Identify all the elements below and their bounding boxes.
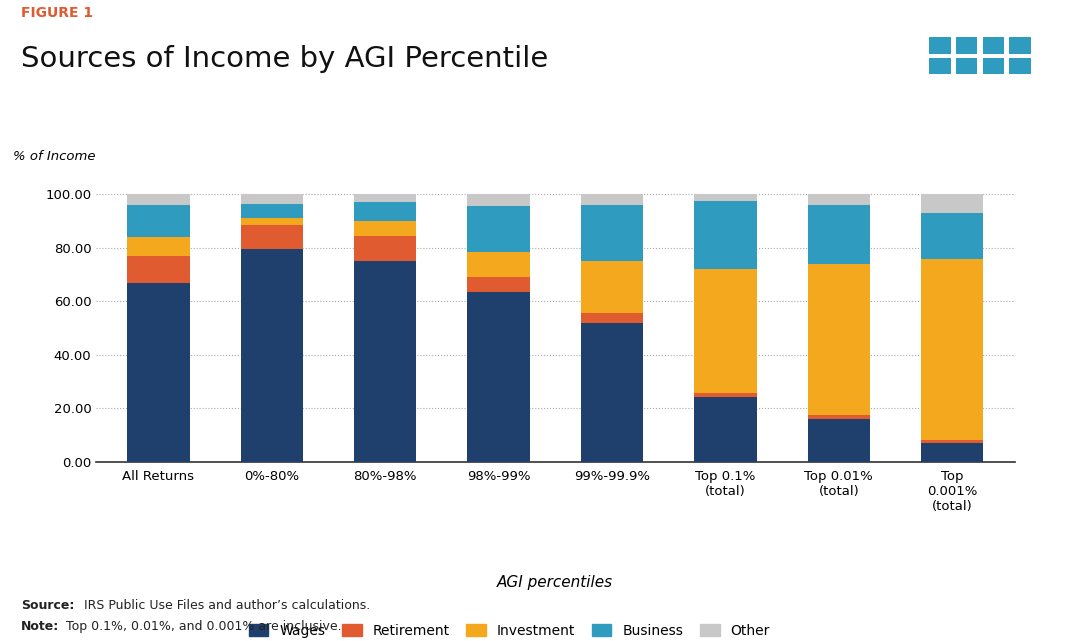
Bar bbox=[921, 443, 984, 462]
Bar bbox=[127, 237, 190, 256]
Bar bbox=[807, 205, 870, 264]
Bar bbox=[694, 194, 756, 201]
Text: FIGURE 1: FIGURE 1 bbox=[21, 6, 94, 21]
Bar bbox=[355, 221, 417, 236]
Bar bbox=[468, 194, 530, 206]
Bar bbox=[127, 283, 190, 462]
Bar bbox=[468, 252, 530, 277]
X-axis label: AGI percentiles: AGI percentiles bbox=[498, 576, 613, 590]
Bar bbox=[581, 262, 643, 313]
FancyBboxPatch shape bbox=[983, 58, 1004, 74]
Bar bbox=[581, 194, 643, 205]
Bar bbox=[694, 394, 756, 397]
Bar bbox=[807, 264, 870, 415]
Bar bbox=[240, 194, 303, 204]
Bar bbox=[921, 194, 984, 213]
FancyBboxPatch shape bbox=[956, 58, 977, 74]
Text: IRS Public Use Files and author’s calculations.: IRS Public Use Files and author’s calcul… bbox=[80, 599, 371, 612]
Bar bbox=[807, 415, 870, 419]
Bar bbox=[694, 269, 756, 394]
Bar bbox=[581, 205, 643, 262]
Text: Sources of Income by AGI Percentile: Sources of Income by AGI Percentile bbox=[21, 45, 549, 73]
Bar bbox=[921, 440, 984, 443]
Bar bbox=[468, 292, 530, 462]
Text: TPC: TPC bbox=[947, 89, 1012, 118]
Text: Top 0.1%, 0.01%, and 0.001% are inclusive.: Top 0.1%, 0.01%, and 0.001% are inclusiv… bbox=[62, 620, 342, 633]
Bar bbox=[468, 206, 530, 252]
Bar bbox=[807, 419, 870, 462]
FancyBboxPatch shape bbox=[929, 58, 951, 74]
Bar bbox=[694, 397, 756, 462]
Bar bbox=[355, 194, 417, 203]
Bar bbox=[921, 213, 984, 258]
Text: % of Income: % of Income bbox=[14, 150, 96, 163]
Bar bbox=[127, 194, 190, 205]
Bar bbox=[127, 256, 190, 283]
Bar bbox=[581, 313, 643, 322]
Bar bbox=[355, 262, 417, 462]
Bar bbox=[921, 258, 984, 440]
Bar bbox=[240, 249, 303, 462]
FancyBboxPatch shape bbox=[1009, 58, 1031, 74]
Bar bbox=[468, 278, 530, 292]
Bar bbox=[694, 201, 756, 269]
Bar bbox=[355, 203, 417, 221]
Text: Source:: Source: bbox=[21, 599, 75, 612]
FancyBboxPatch shape bbox=[956, 37, 977, 54]
Bar bbox=[240, 204, 303, 219]
FancyBboxPatch shape bbox=[983, 37, 1004, 54]
FancyBboxPatch shape bbox=[929, 37, 951, 54]
Bar bbox=[807, 194, 870, 205]
Bar bbox=[127, 205, 190, 237]
Bar bbox=[240, 225, 303, 249]
Text: Note:: Note: bbox=[21, 620, 60, 633]
Legend: Wages, Retirement, Investment, Business, Other: Wages, Retirement, Investment, Business,… bbox=[244, 619, 775, 641]
Bar bbox=[240, 219, 303, 225]
Bar bbox=[581, 322, 643, 462]
Bar bbox=[355, 236, 417, 262]
FancyBboxPatch shape bbox=[1009, 37, 1031, 54]
